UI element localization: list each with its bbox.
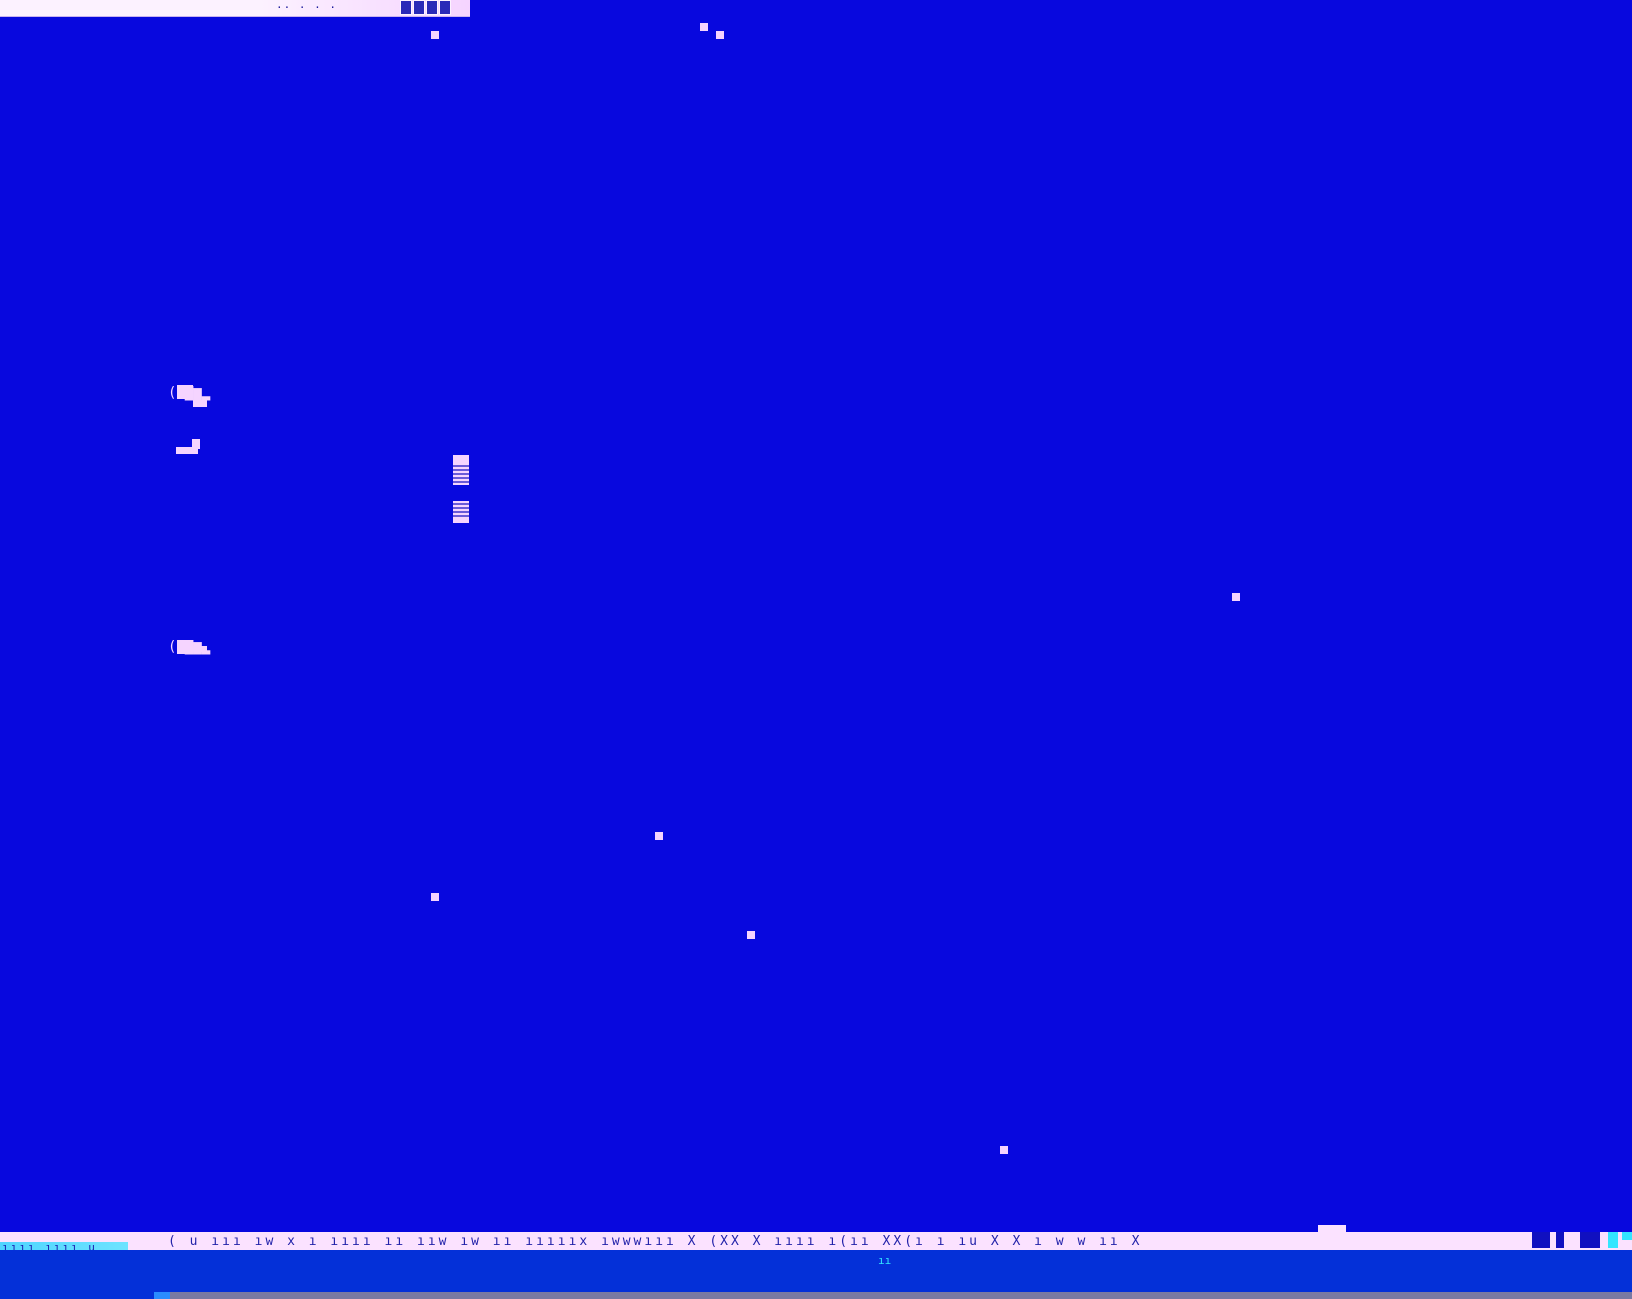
center-block-upper-cap (453, 455, 469, 463)
start-button[interactable] (154, 1292, 170, 1299)
status-right-mark (1318, 1225, 1346, 1235)
status-bar: ( u ııı ıw x ı ıııı ıı ııw ıw ıı ıııııx … (0, 1232, 1632, 1252)
left-block-middle-top (192, 439, 200, 449)
left-block-upper-tail (193, 400, 207, 407)
close-button[interactable] (439, 0, 451, 15)
left-block-lower (177, 640, 193, 654)
glitch-speck (431, 893, 439, 901)
status-block (1580, 1232, 1600, 1248)
center-glyph-upper (453, 463, 469, 485)
top-strip-text: ·· · · · (276, 1, 337, 14)
left-block-upper (177, 385, 193, 399)
status-block (1532, 1232, 1550, 1248)
glitch-speck (1000, 1146, 1008, 1154)
glitch-speck (716, 31, 724, 39)
center-block-lower-cap (453, 517, 469, 523)
status-cyan-block (1608, 1232, 1618, 1248)
taskbar (0, 1250, 1632, 1299)
window-controls (400, 0, 451, 15)
glitch-speck (655, 832, 663, 840)
status-block (1556, 1232, 1564, 1248)
top-title-strip: ·· · · · (0, 0, 470, 17)
taskbar-marker: ıı (878, 1254, 892, 1267)
left-block-lower-tail (193, 646, 207, 652)
center-glyph-lower (453, 501, 469, 517)
glitch-speck (747, 931, 755, 939)
glitch-speck (700, 23, 708, 31)
status-bar-text: ( u ııı ıw x ı ıııı ıı ııw ıw ıı ıııııx … (168, 1234, 1143, 1249)
maximize-button[interactable] (413, 0, 425, 15)
restore-button[interactable] (426, 0, 438, 15)
glitch-speck (431, 31, 439, 39)
left-block-middle (176, 447, 198, 454)
glitch-speck (1232, 593, 1240, 601)
taskbar-bottom-line (154, 1292, 1632, 1299)
status-cyan-block (1622, 1232, 1632, 1240)
minimize-button[interactable] (400, 0, 412, 15)
